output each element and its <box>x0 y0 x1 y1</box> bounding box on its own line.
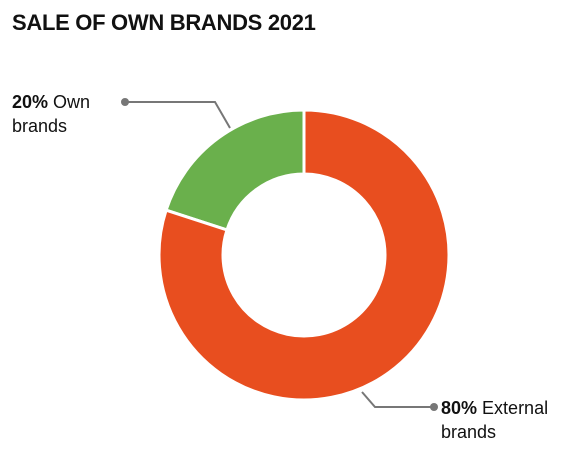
slice-label: 80% External brands <box>441 396 561 444</box>
leader-line <box>361 391 434 408</box>
leader-dot <box>430 403 438 411</box>
category-label: Own brands <box>12 92 91 136</box>
leader-dot <box>121 98 129 106</box>
leader-line <box>125 101 231 129</box>
leader-lines <box>125 101 434 408</box>
chart-title: SALE OF OWN BRANDS 2021 <box>12 10 316 35</box>
donut-slice <box>157 108 451 402</box>
slice-label: 20% Own brands <box>12 90 102 138</box>
donut-slice <box>164 108 306 232</box>
value-label: 20% <box>12 92 49 112</box>
value-label: 80% <box>441 398 478 418</box>
category-label: External brands <box>441 398 549 442</box>
